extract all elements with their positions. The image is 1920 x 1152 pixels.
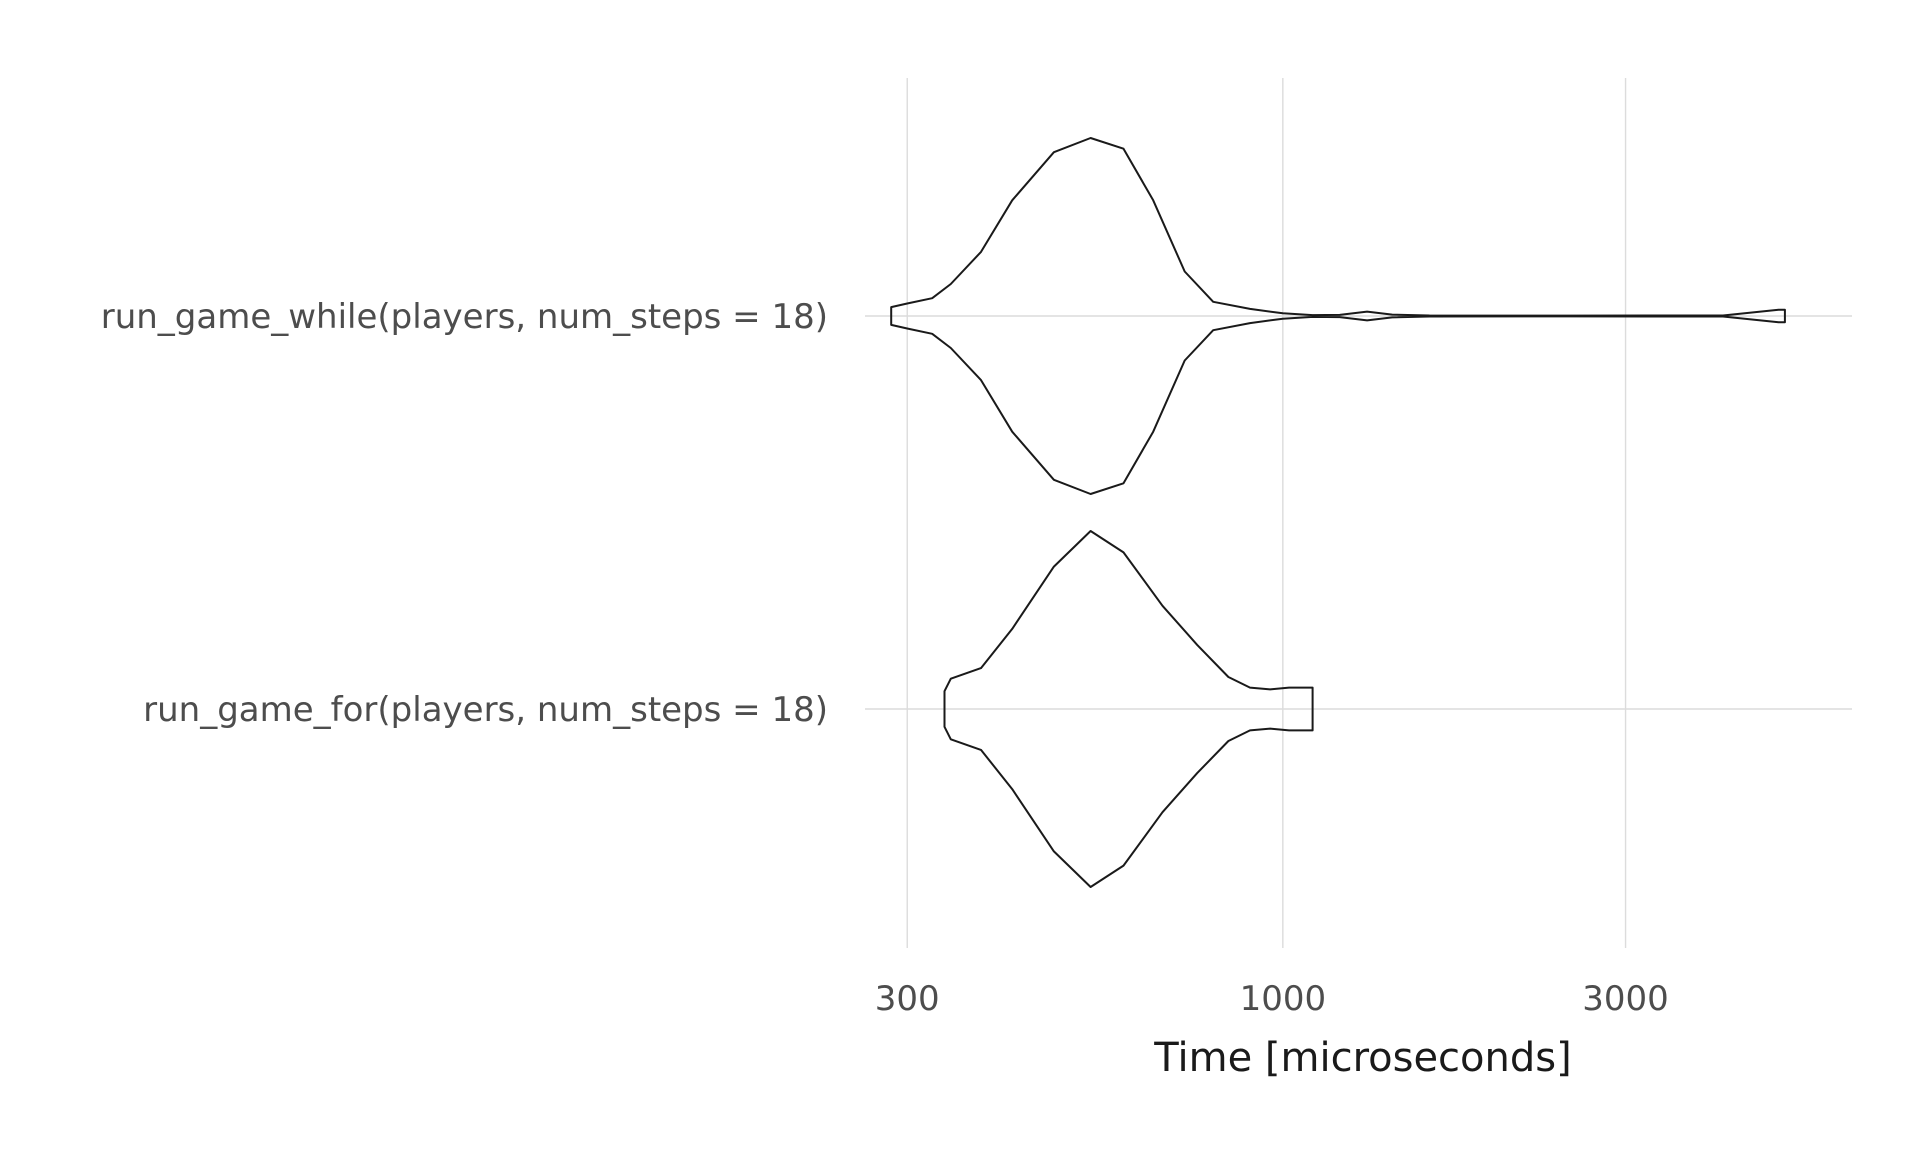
category-label: run_game_for(players, num_steps = 18) [143, 690, 828, 730]
x-axis-title: Time [microseconds] [1153, 1035, 1571, 1081]
category-label: run_game_while(players, num_steps = 18) [101, 297, 828, 337]
violin-shape [890, 137, 1786, 495]
category-labels: run_game_while(players, num_steps = 18) r… [101, 297, 828, 730]
x-tick-labels: 300 1000 3000 [875, 979, 1669, 1019]
violins [890, 137, 1786, 888]
violin-shape [943, 530, 1314, 888]
x-tick-label: 1000 [1240, 979, 1327, 1019]
x-gridlines [906, 78, 1627, 948]
y-gridlines [865, 315, 1852, 710]
x-tick-label: 300 [875, 979, 940, 1019]
x-tick-label: 3000 [1582, 979, 1669, 1019]
